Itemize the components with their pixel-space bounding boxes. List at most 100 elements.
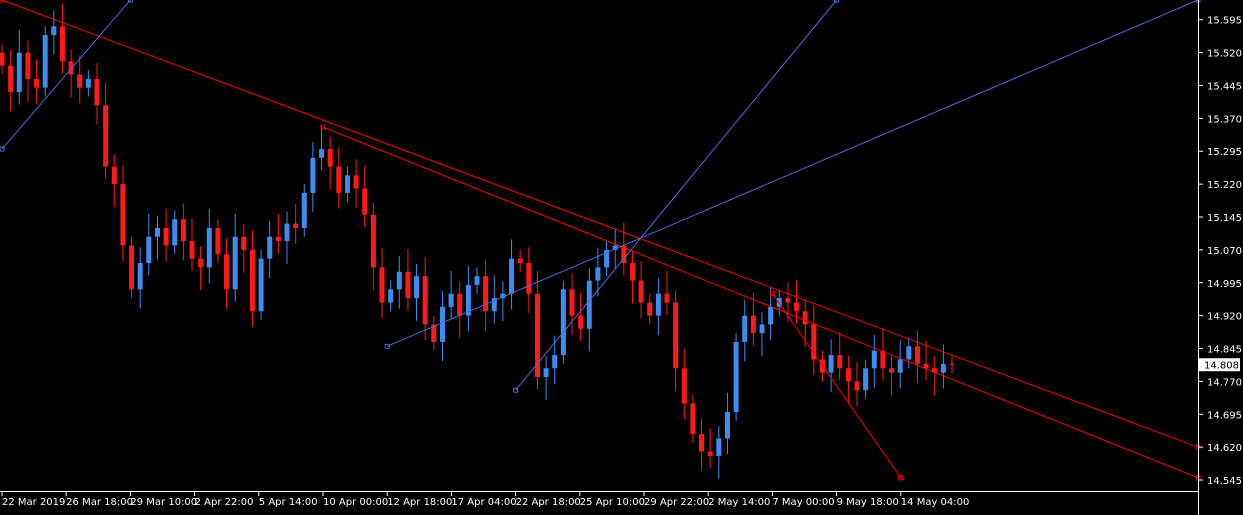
candle-body bbox=[120, 184, 126, 246]
candle bbox=[77, 55, 83, 104]
y-tick-label: 15.145 bbox=[1207, 213, 1242, 224]
candle bbox=[258, 249, 264, 321]
candle bbox=[457, 281, 463, 339]
trendline-anchor[interactable] bbox=[0, 146, 5, 152]
candle-body bbox=[871, 350, 877, 369]
candle-body bbox=[569, 289, 575, 316]
candle bbox=[0, 43, 5, 75]
trendline-anchor[interactable] bbox=[127, 0, 133, 3]
candle-body bbox=[733, 341, 739, 413]
candle bbox=[353, 159, 359, 208]
candle-body bbox=[51, 26, 57, 36]
y-tick-label: 15.070 bbox=[1207, 246, 1242, 257]
candle-body bbox=[932, 368, 938, 373]
candle bbox=[690, 394, 696, 443]
y-tick-label: 15.220 bbox=[1207, 180, 1242, 191]
trendline-anchor[interactable] bbox=[320, 124, 326, 130]
candle bbox=[794, 279, 800, 324]
candle bbox=[59, 3, 65, 74]
candle-body bbox=[776, 298, 782, 307]
x-tick-label: 29 Apr 22:00 bbox=[644, 497, 709, 508]
price-axis: 15.595 15.520 15.445 15.370 15.295 15.220 15.1… bbox=[1198, 16, 1242, 487]
y-tick-label: 14.770 bbox=[1207, 377, 1242, 388]
candle-body bbox=[828, 355, 834, 373]
candle-body bbox=[42, 35, 48, 88]
candle-body bbox=[388, 289, 394, 303]
candle bbox=[431, 315, 437, 351]
candle bbox=[103, 82, 109, 179]
x-tick-label: 7 May 00:00 bbox=[772, 497, 834, 508]
candle-body bbox=[655, 293, 661, 316]
trendline-anchor[interactable] bbox=[834, 0, 840, 3]
candle-body bbox=[439, 306, 445, 342]
candle bbox=[379, 248, 385, 319]
candle bbox=[224, 238, 230, 309]
candle-body bbox=[215, 227, 221, 255]
trendline[interactable] bbox=[387, 0, 1199, 347]
candle-body bbox=[77, 74, 83, 88]
candle bbox=[310, 142, 316, 213]
candle-body bbox=[362, 188, 368, 215]
candle bbox=[854, 362, 860, 406]
candle-body bbox=[681, 368, 687, 404]
trendline[interactable] bbox=[771, 293, 902, 479]
candle-body bbox=[396, 271, 402, 290]
candle-body bbox=[699, 434, 705, 452]
trendline-anchor[interactable] bbox=[898, 475, 904, 481]
candle bbox=[16, 29, 22, 105]
x-tick-label: 29 Mar 10:00 bbox=[130, 497, 197, 508]
candle bbox=[51, 10, 57, 55]
candle bbox=[578, 292, 584, 342]
candle-body bbox=[94, 78, 100, 106]
x-tick-label: 22 Apr 18:00 bbox=[516, 497, 581, 508]
candle-body bbox=[370, 214, 376, 268]
candle bbox=[837, 332, 843, 381]
candle-body bbox=[59, 26, 65, 62]
candle bbox=[448, 270, 454, 320]
candle-body bbox=[647, 302, 653, 316]
candle bbox=[509, 239, 515, 310]
candle-body bbox=[293, 223, 299, 228]
candle-body bbox=[742, 315, 748, 342]
candle bbox=[111, 154, 117, 207]
candle bbox=[491, 275, 497, 324]
trendline-anchor[interactable] bbox=[513, 387, 519, 393]
trendline[interactable] bbox=[515, 0, 837, 391]
candle bbox=[517, 249, 523, 272]
candle-body bbox=[206, 227, 212, 268]
candle bbox=[560, 280, 566, 364]
candle bbox=[526, 247, 532, 314]
candle bbox=[301, 184, 307, 237]
trendline[interactable] bbox=[1, 0, 1199, 448]
trendline-anchor[interactable] bbox=[384, 343, 390, 349]
candle-body bbox=[897, 359, 903, 373]
candle-body bbox=[249, 249, 255, 312]
x-tick-label: 25 Apr 10:00 bbox=[580, 497, 645, 508]
candle bbox=[293, 204, 299, 244]
candle bbox=[120, 164, 126, 262]
candle-body bbox=[448, 293, 454, 307]
trendline-anchor[interactable] bbox=[769, 291, 775, 297]
candle-body bbox=[595, 267, 601, 281]
y-tick-label: 15.520 bbox=[1207, 49, 1242, 60]
candle bbox=[465, 265, 471, 332]
candle-body bbox=[638, 280, 644, 303]
trendline[interactable] bbox=[322, 126, 1199, 479]
candle-body bbox=[863, 368, 869, 391]
candle-body bbox=[129, 245, 135, 290]
candle-body bbox=[284, 223, 290, 242]
candle-body bbox=[906, 346, 912, 360]
candle-body bbox=[379, 267, 385, 303]
candle bbox=[146, 213, 152, 276]
current-price-label: 14.808 bbox=[1204, 361, 1239, 372]
candle bbox=[923, 341, 929, 381]
candle bbox=[370, 202, 376, 291]
trendlines-layer bbox=[0, 0, 1201, 481]
trendline-anchor[interactable] bbox=[0, 0, 5, 3]
candle-body bbox=[673, 302, 679, 369]
candle bbox=[129, 236, 135, 299]
trendline[interactable] bbox=[1, 0, 131, 150]
y-tick-label: 15.295 bbox=[1207, 147, 1242, 158]
candle-body bbox=[16, 52, 22, 93]
